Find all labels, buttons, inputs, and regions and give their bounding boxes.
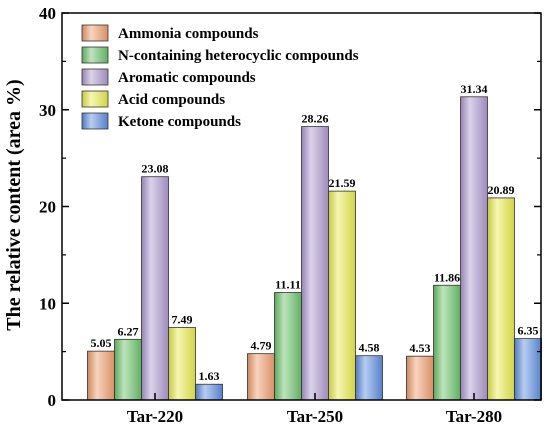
bar <box>328 190 356 401</box>
legend: Ammonia compounds N-containing heterocycl… <box>81 24 359 130</box>
bars-layer <box>87 96 542 401</box>
legend-swatch <box>81 46 109 64</box>
legend-label: Aromatic compounds <box>118 70 256 86</box>
x-tick-label: Tar-220 <box>127 407 183 426</box>
bar <box>87 350 115 401</box>
legend-swatch <box>81 24 109 42</box>
legend-label: Ammonia compounds <box>118 26 259 42</box>
legend-swatch <box>81 112 109 130</box>
data-label: 4.79 <box>251 339 272 353</box>
data-label: 1.63 <box>199 369 220 383</box>
bar <box>355 355 383 401</box>
data-labels: 5.05 6.27 23.08 7.49 1.63 4.79 11.11 28.26 21.59… <box>91 82 539 383</box>
data-label: 5.05 <box>91 336 112 350</box>
x-tick-label: Tar-250 <box>287 407 343 426</box>
y-tick-label: 30 <box>39 101 56 120</box>
bar <box>114 338 142 401</box>
bar <box>460 96 488 401</box>
data-label: 20.89 <box>488 183 515 197</box>
y-tick-label: 40 <box>39 4 56 23</box>
bar <box>301 126 329 401</box>
data-label: 28.26 <box>302 112 329 126</box>
data-label: 4.53 <box>410 341 431 355</box>
legend-label: Ketone compounds <box>118 114 241 130</box>
y-tick-label: 10 <box>39 294 56 313</box>
bar <box>195 383 223 401</box>
bar <box>406 355 434 401</box>
y-tick-label: 0 <box>48 391 57 410</box>
data-label: 11.11 <box>275 278 301 292</box>
data-label: 6.35 <box>518 324 539 338</box>
x-tick-label: Tar-280 <box>446 407 502 426</box>
axes: Tar-220 Tar-250 Tar-280 0 10 20 30 40 <box>39 4 542 426</box>
bar <box>168 327 196 401</box>
bar <box>274 292 302 401</box>
legend-swatch <box>81 68 109 86</box>
data-label: 23.08 <box>142 162 169 176</box>
legend-label: N-containing heterocyclic compounds <box>118 48 359 64</box>
bar <box>433 284 461 401</box>
bar <box>247 353 275 401</box>
data-label: 11.86 <box>434 270 460 284</box>
data-label: 4.58 <box>359 341 380 355</box>
data-label: 6.27 <box>118 324 139 338</box>
data-label: 31.34 <box>461 82 488 96</box>
bar <box>487 197 515 401</box>
legend-swatch <box>81 90 109 108</box>
y-tick-label: 20 <box>39 198 56 217</box>
data-label: 21.59 <box>329 176 356 190</box>
y-axis-title: The relative content (area %) <box>3 79 25 330</box>
legend-label: Acid compounds <box>118 92 225 108</box>
bar <box>514 338 542 401</box>
data-label: 7.49 <box>172 313 193 327</box>
bar <box>141 176 169 401</box>
